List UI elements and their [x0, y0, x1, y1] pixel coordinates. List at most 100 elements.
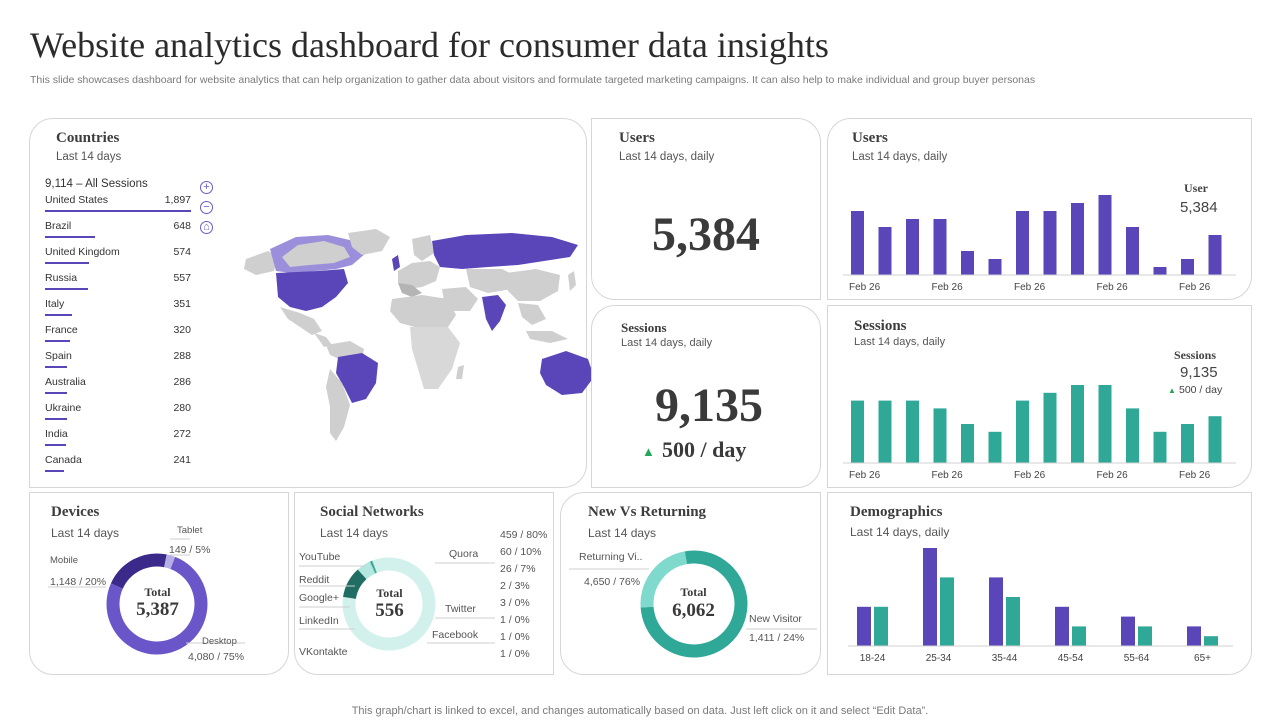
bar-d10: [1098, 385, 1112, 463]
returning-visitor-value: 4,650 / 76%: [584, 576, 641, 588]
devices-mobile-value: 1,148 / 20%: [50, 576, 107, 588]
bar-35-44-series-2: [1006, 597, 1020, 646]
country-row[interactable]: Russia 557: [45, 272, 191, 298]
social-card: Social Networks Last 14 days YouTube Quo…: [294, 492, 554, 675]
users-chart-legend-value: 5,384: [1180, 199, 1218, 216]
country-row[interactable]: Canada 241: [45, 454, 191, 480]
x-tick-label: Feb 26: [932, 282, 964, 293]
social-value: 2 / 3%: [500, 580, 530, 592]
users-chart-legend-label: User: [1184, 181, 1208, 195]
bar-25-34-series-2: [940, 577, 954, 646]
map-china: [506, 269, 560, 301]
map-africa-north: [390, 295, 456, 329]
users-bar-chart: Feb 26 Feb 26 Feb 26 Feb 26 Feb 26: [843, 195, 1236, 293]
country-bar: [45, 366, 67, 368]
country-name: India: [45, 428, 68, 440]
map-scandinavia: [412, 235, 434, 261]
sessions-kpi-period: Last 14 days, daily: [621, 337, 713, 349]
country-name: Italy: [45, 298, 65, 310]
sessions-kpi-rate: 500 / day: [662, 437, 747, 462]
countries-total-sessions: 9,114 – All Sessions: [45, 178, 148, 190]
social-label-youtube: YouTube: [299, 551, 341, 563]
zoom-out-icon[interactable]: −: [200, 201, 213, 214]
demographics-title: Demographics: [850, 504, 943, 520]
sessions-chart-up-arrow-icon: ▲: [1168, 386, 1176, 395]
devices-card: Devices Last 14 days Tablet 149 / 5% Mob…: [29, 492, 289, 675]
country-bar: [45, 262, 89, 264]
bar-d6: [988, 431, 1002, 463]
country-value: 272: [173, 428, 191, 440]
x-tick-label: Feb 26: [1014, 470, 1046, 481]
bar-18-24-series-2: [874, 606, 888, 646]
home-icon[interactable]: ⌂: [200, 221, 213, 234]
bar-d12: [1153, 431, 1167, 463]
country-row[interactable]: United States 1,897: [45, 194, 191, 220]
map-central-asia: [466, 269, 518, 293]
bar-55-64-series-2: [1138, 626, 1152, 646]
x-tick-label: 18-24: [860, 653, 886, 664]
bar-35-44-series-1: [989, 577, 1003, 646]
bar-d7: [1016, 400, 1029, 463]
zoom-in-icon[interactable]: +: [200, 181, 213, 194]
country-bar: [45, 392, 67, 394]
country-name: United States: [45, 194, 109, 206]
country-name: Spain: [45, 350, 72, 362]
country-row[interactable]: Australia 286: [45, 376, 191, 402]
slice-desktop: [106, 556, 208, 655]
devices-total-value: 5,387: [136, 599, 179, 620]
bar-45-54-series-1: [1055, 606, 1069, 646]
new-vs-returning-total-value: 6,062: [672, 600, 715, 621]
bar-d2: [878, 227, 892, 275]
map-india: [482, 295, 506, 331]
bar-d11: [1126, 408, 1139, 463]
devices-tablet-label: Tablet: [177, 525, 203, 536]
map-europe: [398, 261, 440, 289]
demographics-bar-chart: 18-24 25-34 35-44 45-54 55-64 65+: [848, 548, 1233, 664]
map-central-america: [314, 333, 332, 347]
country-row[interactable]: France 320: [45, 324, 191, 350]
country-row[interactable]: India 272: [45, 428, 191, 454]
country-name: Ukraine: [45, 402, 82, 414]
map-africa-south: [410, 327, 460, 389]
country-row[interactable]: United Kingdom 574: [45, 246, 191, 272]
country-value: 288: [173, 350, 191, 362]
devices-desktop-value: 4,080 / 75%: [188, 651, 245, 663]
bar-d2: [878, 400, 892, 463]
slice-twitter: [370, 560, 377, 574]
social-period: Last 14 days: [320, 526, 389, 540]
up-arrow-icon: ▲: [642, 444, 655, 459]
bar-45-54-series-2: [1072, 626, 1086, 646]
map-canada-detail: [282, 241, 350, 267]
slice-mobile: [110, 553, 167, 589]
devices-total-label: Total: [144, 585, 171, 599]
social-value: 26 / 7%: [500, 563, 536, 575]
countries-card: Countries Last 14 days 9,114 – All Sessi…: [29, 118, 604, 488]
bar-d9: [1071, 203, 1084, 275]
country-value: 320: [173, 324, 191, 336]
users-kpi-period: Last 14 days, daily: [619, 151, 715, 163]
country-row[interactable]: Brazil 648: [45, 220, 191, 246]
new-visitor-value: 1,411 / 24%: [749, 632, 805, 644]
slice-returning-visitor: [640, 550, 748, 658]
country-row[interactable]: Ukraine 280: [45, 402, 191, 428]
bar-d13: [1181, 259, 1194, 275]
slice-new-visitor: [640, 551, 688, 608]
bar-18-24-series-1: [857, 606, 871, 646]
x-tick-label: Feb 26: [932, 470, 964, 481]
social-value: 1 / 0%: [500, 648, 530, 660]
country-value: 557: [173, 272, 191, 284]
devices-period: Last 14 days: [51, 526, 120, 540]
bar-d8: [1043, 211, 1057, 275]
country-value: 280: [173, 402, 191, 414]
country-value: 574: [173, 246, 191, 258]
country-row[interactable]: Italy 351: [45, 298, 191, 324]
bar-d12: [1153, 267, 1167, 275]
country-bar: [45, 210, 191, 212]
map-europe-south: [398, 283, 422, 297]
country-bar: [45, 418, 67, 420]
country-row[interactable]: Spain 288: [45, 350, 191, 376]
country-name: Australia: [45, 376, 86, 388]
map-mexico: [280, 307, 322, 335]
sessions-chart-legend-rate: 500 / day: [1179, 384, 1223, 396]
bar-d5: [961, 424, 974, 463]
